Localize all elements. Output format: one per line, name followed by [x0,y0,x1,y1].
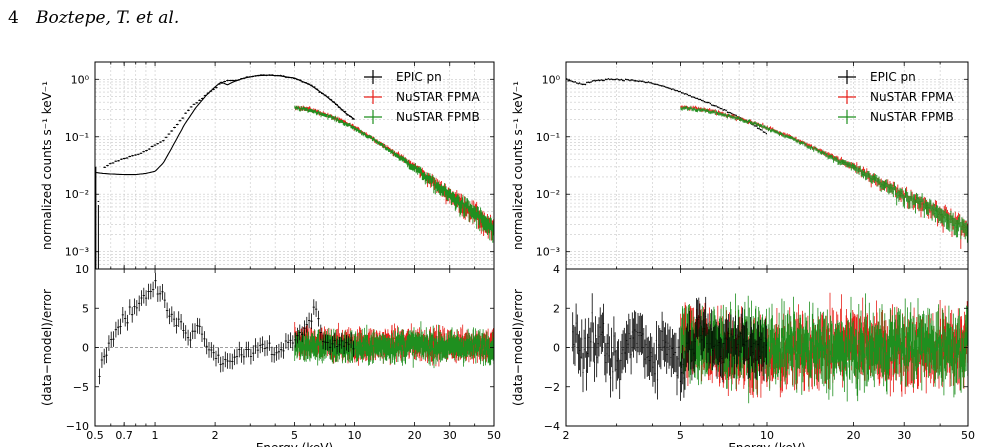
bottom-y-axis-label: (data−model)/error [40,289,54,406]
y-tick-label: 10⁻¹ [65,131,89,144]
fpmb-residuals [294,321,494,369]
top-y-axis-label: normalized counts s⁻¹ keV⁻¹ [511,81,525,250]
legend-label: NuSTAR FPMA [396,90,480,104]
x-tick-label: 20 [847,429,861,442]
y-tick-label: 10⁻² [65,188,89,201]
residual-errorbars [98,272,355,385]
spectrum-errorbars [680,105,968,243]
x-tick-label: 0.7 [115,429,133,442]
y-tick-label: 2 [553,302,560,315]
legend: EPIC pn NuSTAR FPMA NuSTAR FPMB [364,70,480,124]
x-tick-label: 50 [961,429,975,442]
y-tick-label: −5 [73,381,89,394]
legend-label: NuSTAR FPMB [870,110,954,124]
y-tick-label: 0 [82,342,89,355]
x-tick-label: 10 [760,429,774,442]
top-grid [566,62,968,269]
y-tick-label: 10⁻³ [536,246,560,259]
legend-label: NuSTAR FPMB [396,110,480,124]
y-tick-label: 0 [553,342,560,355]
legend-item: NuSTAR FPMB [838,110,954,124]
legend-item: NuSTAR FPMB [364,110,480,124]
residuals [98,272,494,385]
top-spectra [566,78,968,249]
top-y-axis-label: normalized counts s⁻¹ keV⁻¹ [40,81,54,250]
top-spectra [95,74,494,269]
residuals [572,292,968,404]
legend-label: EPIC pn [870,70,916,84]
x-tick-label: 50 [487,429,501,442]
spectrum-errorbars [566,78,767,135]
epic-pn-spectrum [566,78,767,135]
y-tick-label: 10⁻¹ [536,131,560,144]
x-tick-label: 2 [212,429,219,442]
y-tick-label: −4 [544,420,560,433]
residual-errorbars [572,293,767,401]
page-header: 4 Boztepe, T. et al. [0,0,982,40]
epic-pn-lowE-errorbars [95,166,100,269]
ticks [94,62,495,427]
x-tick-label: 10 [348,429,362,442]
y-tick-label: −2 [544,381,560,394]
x-tick-label: 20 [408,429,422,442]
y-tick-label: 10⁻³ [65,246,89,259]
bottom-y-axis-label: (data−model)/error [511,289,525,406]
spectrum-errorbars [294,105,494,243]
fpmb-spectrum [294,105,494,243]
x-tick-label: 30 [443,429,457,442]
legend-item: EPIC pn [838,70,916,84]
x-axis-label: Energy (keV) [256,441,333,447]
running-head-authors: Boztepe, T. et al. [36,8,180,28]
legend-item: NuSTAR FPMA [364,90,480,104]
y-tick-label: 10⁰ [71,73,90,86]
y-tick-label: 4 [553,263,560,276]
x-tick-label: 0.5 [86,429,104,442]
legend-item: NuSTAR FPMA [838,90,954,104]
page-number: 4 [8,8,19,28]
epic-pn-model-line [95,74,355,176]
y-tick-label: −10 [66,420,89,433]
legend-label: NuSTAR FPMA [870,90,954,104]
fpma-spectrum [294,105,494,241]
x-tick-label: 5 [291,429,298,442]
legend-item: EPIC pn [364,70,442,84]
y-tick-label: 10⁻² [536,188,560,201]
legend: EPIC pn NuSTAR FPMA NuSTAR FPMB [838,70,954,124]
spectrum-errorbars [294,105,494,241]
x-axis-label: Energy (keV) [728,441,805,447]
y-tick-label: 10⁰ [542,73,561,86]
residual-errorbars [294,321,494,369]
epic-pn-residuals [572,293,767,401]
y-tick-label: 10 [75,263,89,276]
legend-label: EPIC pn [396,70,442,84]
x-tick-label: 2 [563,429,570,442]
x-tick-label: 1 [152,429,159,442]
fpmb-spectrum [680,105,968,243]
epic-pn-residuals [98,272,355,385]
y-tick-label: 5 [82,302,89,315]
x-tick-label: 30 [897,429,911,442]
x-tick-label: 5 [677,429,684,442]
spectrum-panel-left: EPIC pn NuSTAR FPMA NuSTAR FPMB 0.5 0.7 1 2 5 10… [40,61,501,447]
ticks [565,62,969,427]
